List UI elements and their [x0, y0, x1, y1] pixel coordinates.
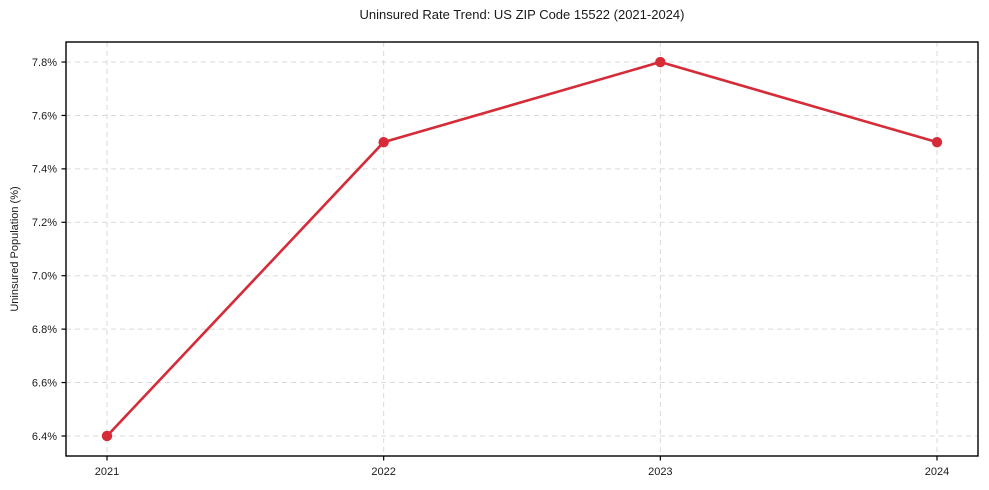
data-point-marker: [931, 136, 943, 148]
y-tick-label: 6.4%: [32, 431, 57, 443]
x-tick-label: 2021: [95, 466, 119, 478]
chart-title: Uninsured Rate Trend: US ZIP Code 15522 …: [359, 7, 685, 22]
y-axis-label: Uninsured Population (%): [9, 186, 21, 312]
data-point-marker: [378, 136, 389, 148]
trend-line: [105, 60, 939, 438]
data-point-marker: [655, 56, 666, 68]
y-tick-label: 6.8%: [32, 324, 57, 336]
y-tick-label: 7.8%: [32, 57, 57, 69]
y-tick-label: 6.6%: [32, 377, 57, 389]
y-tick-label: 7.4%: [32, 164, 57, 176]
y-tick-label: 7.6%: [32, 110, 57, 122]
y-tick-label: 7.2%: [32, 217, 57, 229]
data-point-marker: [101, 430, 113, 442]
plot-border: [65, 41, 979, 457]
y-tick-label: 7.0%: [32, 271, 57, 283]
x-tick-label: 2023: [648, 466, 672, 478]
x-tick-label: 2024: [925, 466, 949, 478]
x-tick-label: 2022: [371, 466, 395, 478]
